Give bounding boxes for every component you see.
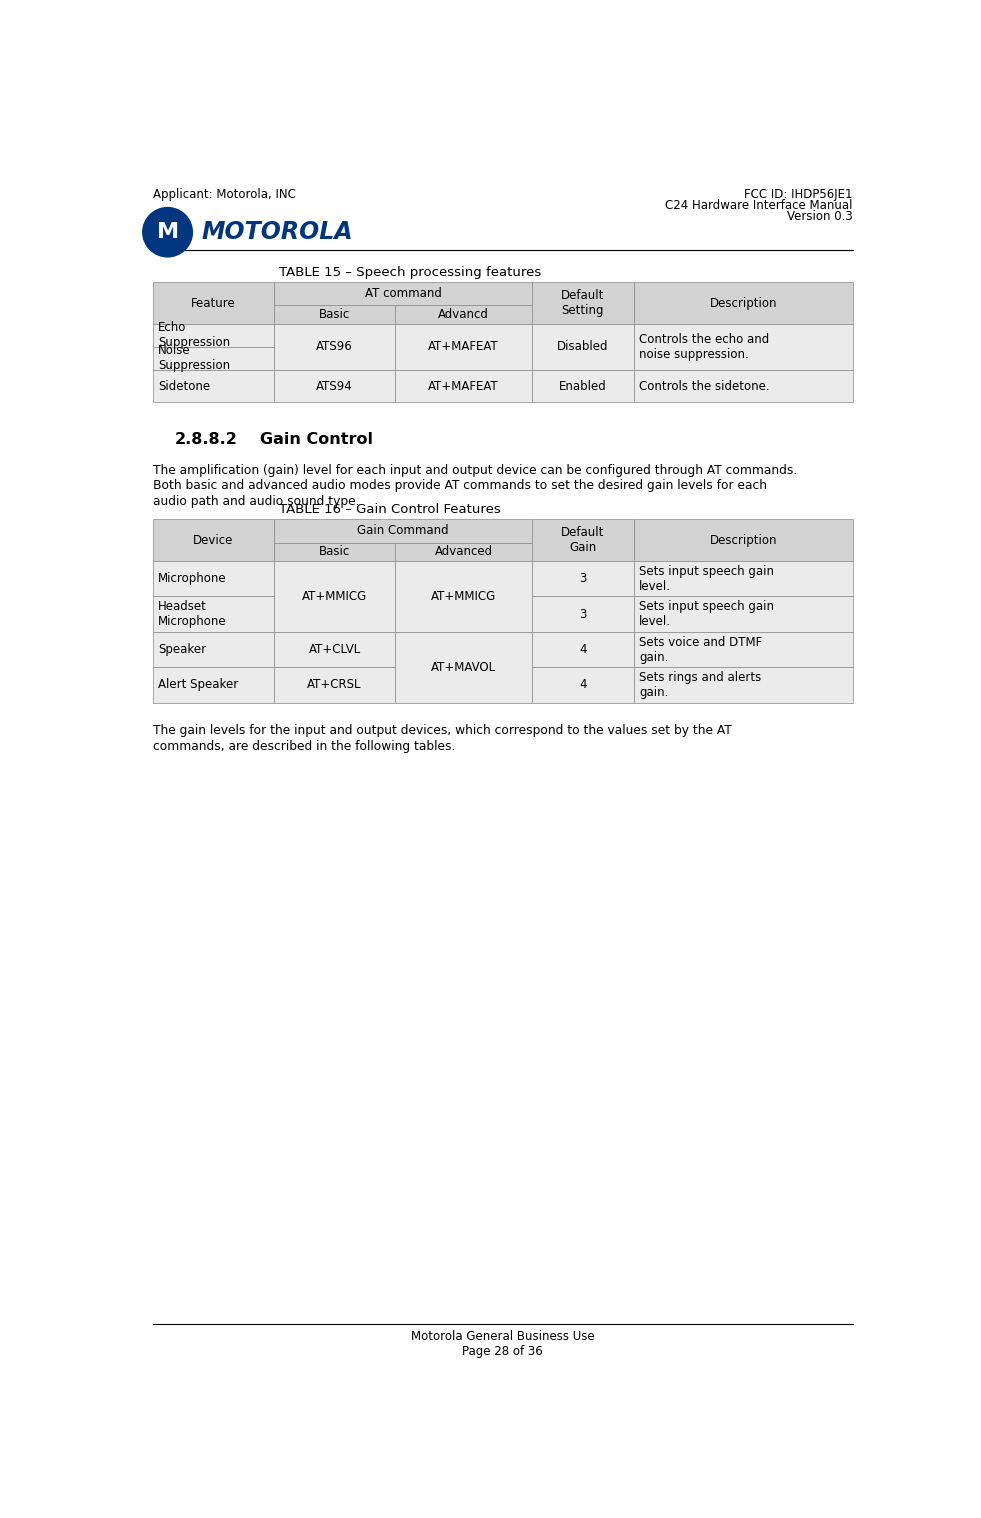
Text: Controls the sidetone.: Controls the sidetone. bbox=[640, 380, 770, 393]
Text: AT+CRSL: AT+CRSL bbox=[307, 679, 362, 692]
Text: Motorola General Business Use
Page 28 of 36: Motorola General Business Use Page 28 of… bbox=[411, 1330, 594, 1359]
Text: Sets voice and DTMF
gain.: Sets voice and DTMF gain. bbox=[640, 636, 762, 663]
Text: ATS94: ATS94 bbox=[316, 380, 353, 393]
Bar bbox=[274, 519, 532, 542]
Text: Sets rings and alerts
gain.: Sets rings and alerts gain. bbox=[640, 671, 761, 698]
Bar bbox=[634, 597, 852, 631]
Bar bbox=[395, 305, 532, 323]
Text: AT+MAFEAT: AT+MAFEAT bbox=[429, 380, 499, 393]
Bar bbox=[274, 668, 395, 703]
Bar bbox=[153, 631, 274, 668]
Text: Device: Device bbox=[193, 534, 233, 546]
Bar bbox=[274, 282, 532, 305]
Bar bbox=[532, 519, 634, 562]
Text: Sidetone: Sidetone bbox=[158, 380, 210, 393]
Text: Both basic and advanced audio modes provide AT commands to set the desired gain : Both basic and advanced audio modes prov… bbox=[153, 480, 767, 492]
Text: AT+MMICG: AT+MMICG bbox=[302, 591, 367, 603]
Text: audio path and audio sound type.: audio path and audio sound type. bbox=[153, 495, 359, 509]
Bar bbox=[634, 668, 852, 703]
Text: AT+MAVOL: AT+MAVOL bbox=[431, 660, 496, 674]
Text: MOTOROLA: MOTOROLA bbox=[202, 220, 353, 244]
Text: AT+MAFEAT: AT+MAFEAT bbox=[429, 340, 499, 354]
Text: TABLE 15 – Speech processing features: TABLE 15 – Speech processing features bbox=[279, 266, 542, 279]
Bar bbox=[634, 562, 852, 597]
Text: Default
Gain: Default Gain bbox=[561, 527, 604, 554]
Bar bbox=[634, 631, 852, 668]
Text: TABLE 16 – Gain Control Features: TABLE 16 – Gain Control Features bbox=[279, 504, 500, 516]
Text: Default
Setting: Default Setting bbox=[561, 288, 604, 317]
Bar bbox=[153, 668, 274, 703]
Text: Description: Description bbox=[709, 534, 777, 546]
Bar bbox=[395, 542, 532, 562]
Text: Noise
Suppression: Noise Suppression bbox=[158, 345, 231, 372]
Text: 4: 4 bbox=[579, 644, 587, 656]
Text: Sets input speech gain
level.: Sets input speech gain level. bbox=[640, 565, 774, 592]
Bar bbox=[153, 323, 274, 348]
Bar bbox=[395, 562, 532, 631]
Bar bbox=[532, 631, 634, 668]
Text: AT+CLVL: AT+CLVL bbox=[308, 644, 361, 656]
Text: The gain levels for the input and output devices, which correspond to the values: The gain levels for the input and output… bbox=[153, 724, 732, 738]
Text: Basic: Basic bbox=[319, 545, 350, 559]
Bar bbox=[274, 370, 395, 402]
Text: Sets input speech gain
level.: Sets input speech gain level. bbox=[640, 600, 774, 628]
Text: Alert Speaker: Alert Speaker bbox=[158, 679, 238, 692]
Bar bbox=[274, 542, 395, 562]
Text: 4: 4 bbox=[579, 679, 587, 692]
Bar bbox=[274, 631, 395, 668]
Bar bbox=[153, 519, 274, 562]
Bar bbox=[634, 323, 852, 370]
Text: Speaker: Speaker bbox=[158, 644, 206, 656]
Text: Basic: Basic bbox=[319, 308, 350, 322]
Bar bbox=[532, 282, 634, 323]
Text: AT command: AT command bbox=[365, 287, 441, 301]
Text: Feature: Feature bbox=[191, 296, 235, 310]
Text: Advancd: Advancd bbox=[439, 308, 490, 322]
Text: 2.8.8.2: 2.8.8.2 bbox=[175, 431, 237, 446]
Bar bbox=[395, 631, 532, 703]
Bar bbox=[153, 370, 274, 402]
Bar bbox=[274, 305, 395, 323]
Bar bbox=[153, 562, 274, 597]
Bar bbox=[532, 370, 634, 402]
Text: Microphone: Microphone bbox=[158, 572, 227, 586]
Bar bbox=[274, 323, 395, 370]
Bar bbox=[532, 597, 634, 631]
Bar bbox=[634, 282, 852, 323]
Text: Disabled: Disabled bbox=[557, 340, 608, 354]
Text: Description: Description bbox=[709, 296, 777, 310]
Bar bbox=[395, 323, 532, 370]
Text: AT+MMICG: AT+MMICG bbox=[431, 591, 496, 603]
Text: M: M bbox=[157, 222, 179, 243]
Bar bbox=[153, 282, 274, 323]
Text: Gain Command: Gain Command bbox=[357, 525, 449, 537]
Text: 3: 3 bbox=[579, 607, 587, 621]
Bar bbox=[532, 668, 634, 703]
Bar bbox=[634, 370, 852, 402]
Bar bbox=[395, 370, 532, 402]
Text: C24 Hardware Interface Manual: C24 Hardware Interface Manual bbox=[665, 199, 852, 213]
Text: Headset
Microphone: Headset Microphone bbox=[158, 600, 227, 628]
Text: ATS96: ATS96 bbox=[316, 340, 353, 354]
Bar bbox=[274, 562, 395, 631]
Text: Gain Control: Gain Control bbox=[260, 431, 373, 446]
Text: The amplification (gain) level for each input and output device can be configure: The amplification (gain) level for each … bbox=[153, 465, 798, 477]
Text: Advanced: Advanced bbox=[435, 545, 492, 559]
Bar bbox=[532, 323, 634, 370]
Text: Applicant: Motorola, INC: Applicant: Motorola, INC bbox=[153, 188, 295, 202]
Text: commands, are described in the following tables.: commands, are described in the following… bbox=[153, 739, 455, 753]
Text: Version 0.3: Version 0.3 bbox=[787, 209, 852, 223]
Text: 3: 3 bbox=[579, 572, 587, 586]
Circle shape bbox=[143, 208, 192, 257]
Text: FCC ID: IHDP56JE1: FCC ID: IHDP56JE1 bbox=[745, 188, 852, 202]
Bar bbox=[532, 562, 634, 597]
Text: Controls the echo and
noise suppression.: Controls the echo and noise suppression. bbox=[640, 332, 769, 361]
Text: Enabled: Enabled bbox=[559, 380, 607, 393]
Text: Echo
Suppression: Echo Suppression bbox=[158, 322, 231, 349]
Bar bbox=[153, 348, 274, 370]
Bar bbox=[153, 597, 274, 631]
Bar bbox=[634, 519, 852, 562]
